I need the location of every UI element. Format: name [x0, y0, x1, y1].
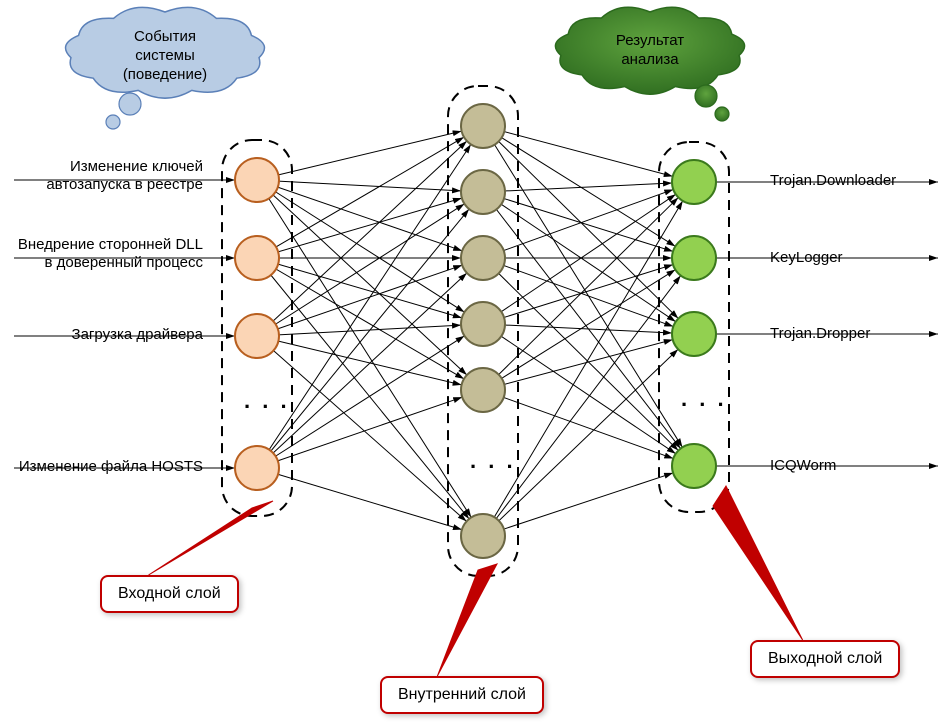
input-label-3: Загрузка драйвера	[8, 326, 203, 344]
cloud-left-text: События системы (поведение)	[110, 28, 220, 84]
t: Изменение файла HOSTS	[19, 458, 203, 475]
input-label-1: Изменение ключей автозапуска в реестре	[8, 158, 203, 194]
t: (поведение)	[123, 66, 207, 83]
callout-input-layer: Входной слой	[100, 575, 239, 613]
input-label-2: Внедрение сторонней DLL в доверенный про…	[8, 236, 203, 272]
diagram-svg	[0, 0, 949, 726]
t: Trojan.Downloader	[770, 172, 896, 189]
output-ellipsis: . . .	[681, 386, 727, 412]
output-label-1: Trojan.Downloader	[770, 172, 940, 190]
input-label-4: Изменение файла HOSTS	[8, 458, 203, 476]
t: в доверенный процесс	[44, 254, 203, 271]
t: Внедрение сторонней DLL	[18, 236, 203, 253]
t: Входной слой	[118, 585, 221, 602]
output-label-3: Trojan.Dropper	[770, 325, 940, 343]
t: Внутренний слой	[398, 686, 526, 703]
t: автозапуска в реестре	[46, 176, 203, 193]
cloud-right-text: Результат анализа	[600, 32, 700, 70]
t: Результат	[616, 32, 684, 49]
output-label-2: KeyLogger	[770, 249, 940, 267]
t: Загрузка драйвера	[72, 326, 203, 343]
callout-hidden-layer: Внутренний слой	[380, 676, 544, 714]
input-ellipsis: . . .	[244, 388, 290, 414]
t: KeyLogger	[770, 249, 843, 266]
t: События	[134, 28, 196, 45]
t: анализа	[621, 51, 678, 68]
hidden-ellipsis: . . .	[470, 448, 516, 474]
t: ICQWorm	[770, 457, 836, 474]
t: Trojan.Dropper	[770, 325, 870, 342]
t: Выходной слой	[768, 650, 882, 667]
t: Изменение ключей	[70, 158, 203, 175]
output-label-4: ICQWorm	[770, 457, 940, 475]
callout-output-layer: Выходной слой	[750, 640, 900, 678]
t: системы	[135, 47, 195, 64]
